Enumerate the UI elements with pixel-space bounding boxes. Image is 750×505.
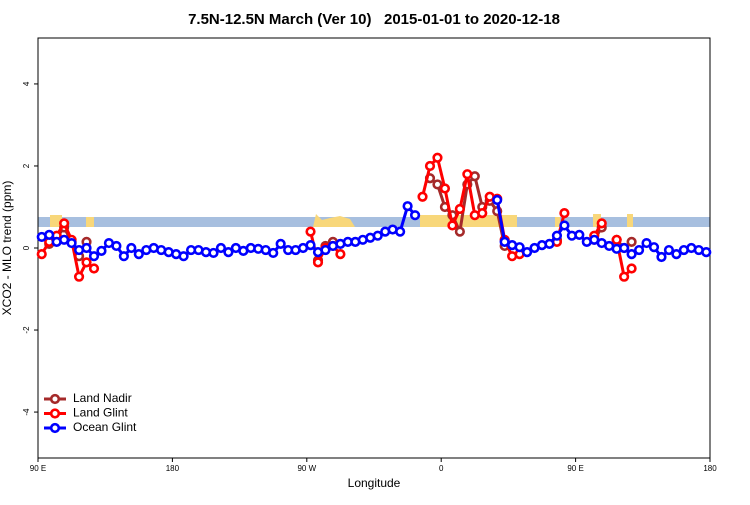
- legend-label: Land Nadir: [73, 391, 132, 405]
- land-patch: [86, 217, 94, 227]
- y-tick-label: 4: [22, 81, 31, 86]
- data-point: [701, 247, 712, 258]
- data-point: [559, 220, 570, 231]
- data-point: [424, 160, 436, 172]
- data-point: [492, 194, 503, 206]
- series-layer: [36, 152, 712, 282]
- x-tick-label: 0: [439, 464, 444, 473]
- data-point: [454, 226, 465, 237]
- data-point: [305, 240, 316, 251]
- data-point: [619, 271, 630, 282]
- data-point: [59, 218, 70, 229]
- data-point: [66, 237, 77, 249]
- data-point: [312, 257, 324, 268]
- y-tick-label: 0: [22, 245, 31, 250]
- x-tick-label: 180: [703, 464, 717, 473]
- data-point: [551, 230, 563, 241]
- y-tick-label: -2: [22, 326, 31, 334]
- land-patch: [627, 214, 633, 227]
- data-point: [335, 249, 346, 260]
- data-point: [447, 220, 458, 231]
- land-mask: [50, 214, 633, 227]
- data-point: [81, 242, 92, 254]
- data-point: [633, 244, 645, 256]
- data-point: [133, 249, 144, 260]
- data-point: [611, 234, 622, 245]
- data-point: [268, 247, 279, 259]
- data-point: [223, 247, 234, 258]
- legend-marker: [49, 408, 61, 419]
- data-point: [544, 238, 555, 249]
- legend-label: Land Glint: [73, 406, 128, 420]
- data-point: [44, 229, 55, 240]
- data-point: [574, 229, 585, 240]
- data-point: [477, 208, 488, 219]
- data-point: [372, 230, 383, 241]
- data-point: [126, 242, 137, 254]
- legend-marker: [49, 393, 61, 405]
- data-point: [81, 257, 92, 268]
- data-point: [208, 247, 219, 259]
- x-tick-label: 90 E: [567, 464, 583, 473]
- data-point: [626, 249, 637, 260]
- data-point: [178, 251, 189, 262]
- data-point: [88, 251, 100, 262]
- data-point: [320, 244, 331, 256]
- legend-label: Ocean Glint: [73, 420, 137, 434]
- x-tick-label: 180: [166, 464, 180, 473]
- data-point: [596, 218, 607, 229]
- legend-marker: [49, 422, 61, 434]
- data-point: [215, 242, 227, 254]
- data-point: [462, 169, 473, 180]
- data-point: [73, 271, 85, 282]
- data-point: [656, 251, 667, 263]
- data-point: [626, 236, 637, 247]
- data-point: [432, 152, 443, 163]
- data-point: [521, 247, 533, 258]
- land-patch: [593, 214, 601, 227]
- data-point: [454, 203, 465, 215]
- y-axis-label: XCO2 - MLO trend (ppm): [0, 181, 14, 316]
- data-point: [417, 191, 428, 202]
- data-point: [559, 208, 570, 219]
- y-tick-label: 2: [22, 163, 31, 168]
- x-tick-label: 90 E: [30, 464, 46, 473]
- data-point: [409, 210, 421, 221]
- data-point: [663, 244, 675, 256]
- land-patch: [555, 217, 560, 227]
- data-point: [111, 240, 122, 252]
- chart-title: 7.5N-12.5N March (Ver 10) 2015-01-01 to …: [188, 11, 560, 28]
- data-point: [275, 238, 286, 249]
- data-point: [402, 201, 413, 212]
- data-point: [648, 242, 660, 253]
- land-patch: [313, 214, 355, 227]
- x-tick-label: 90 W: [297, 464, 316, 473]
- data-point: [432, 179, 443, 190]
- data-point: [626, 263, 637, 274]
- data-point: [36, 249, 47, 260]
- data-point: [619, 242, 630, 254]
- land-patch: [420, 215, 517, 227]
- land-patch: [50, 215, 62, 227]
- mask-band: [38, 217, 710, 227]
- data-point: [305, 226, 316, 237]
- data-point: [439, 183, 451, 194]
- data-point: [395, 226, 406, 237]
- data-point: [118, 251, 129, 262]
- data-point: [96, 245, 107, 256]
- data-point: [88, 263, 100, 274]
- data-point: [514, 242, 525, 253]
- data-point: [671, 249, 682, 260]
- x-axis-label: Longitude: [348, 476, 401, 490]
- data-point: [641, 237, 652, 249]
- y-tick-label: -4: [22, 408, 31, 416]
